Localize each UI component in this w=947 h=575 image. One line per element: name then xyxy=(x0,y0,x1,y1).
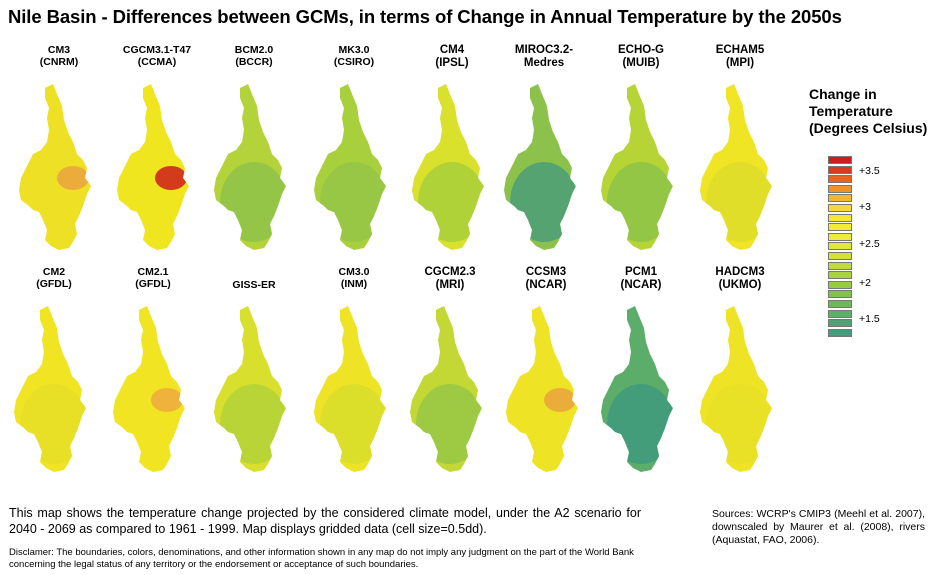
model-label: CM2.1 (GFDL) xyxy=(135,266,171,290)
legend-swatch xyxy=(828,261,852,270)
warm-anomaly xyxy=(57,166,89,190)
legend-swatch xyxy=(828,271,852,280)
legend-tick-label: +2 xyxy=(859,277,871,289)
warm-anomaly xyxy=(155,166,187,190)
cool-anomaly xyxy=(510,162,576,242)
disclaimer: Disclamer: The boundaries, colors, denom… xyxy=(9,547,634,570)
legend-swatch xyxy=(828,184,852,193)
legend-swatch xyxy=(828,242,852,251)
model-label: MIROC3.2- Medres xyxy=(514,44,574,69)
model-label: CM3.0 (INM) xyxy=(338,266,370,290)
cool-anomaly xyxy=(320,384,386,464)
legend-swatch xyxy=(828,319,852,328)
legend-tick-label: +1.5 xyxy=(859,313,880,325)
nile-basin-map xyxy=(601,306,673,472)
nile-basin-map xyxy=(117,84,189,250)
nile-basin-map xyxy=(504,84,576,250)
model-label: BCM2.0 (BCCR) xyxy=(234,44,274,68)
model-label: CM4 (IPSL) xyxy=(435,44,469,69)
legend-swatch xyxy=(828,156,852,164)
legend-title: Change in Temperature (Degrees Celsius) xyxy=(809,86,928,136)
cool-anomaly xyxy=(20,384,86,464)
warm-anomaly xyxy=(544,388,576,412)
model-panel: ECHAM5 (MPI) xyxy=(688,44,792,269)
model-label: ECHO-G (MUIB) xyxy=(618,44,664,69)
model-label: CCSM3 (NCAR) xyxy=(525,266,567,291)
cool-anomaly xyxy=(220,384,286,464)
map-description: This map shows the temperature change pr… xyxy=(9,506,641,536)
model-label: PCM1 (NCAR) xyxy=(620,266,662,291)
model-panel: CGCM3.1-T47 (CCMA) xyxy=(105,44,209,269)
legend-tick-label: +3 xyxy=(859,201,871,213)
nile-basin-map xyxy=(601,84,673,250)
nile-basin-map xyxy=(412,84,484,250)
model-panel: CM3.0 (INM) xyxy=(302,266,406,491)
model-panel: GISS-ER xyxy=(202,266,306,491)
cool-anomaly xyxy=(607,384,673,464)
sources: Sources: WCRP's CMIP3 (Meehl et al. 2007… xyxy=(712,508,925,546)
legend-swatch xyxy=(828,175,852,184)
cool-anomaly xyxy=(418,162,484,242)
basin-shape xyxy=(117,84,189,250)
nile-basin-map xyxy=(113,306,185,472)
nile-basin-map xyxy=(410,306,482,472)
model-panel: CCSM3 (NCAR) xyxy=(494,266,598,491)
basin-shape xyxy=(506,306,578,472)
nile-basin-map xyxy=(14,306,86,472)
nile-basin-map xyxy=(700,84,772,250)
cool-anomaly xyxy=(416,384,482,464)
model-panel: ECHO-G (MUIB) xyxy=(589,44,693,269)
model-panel: CM3 (CNRM) xyxy=(7,44,111,269)
legend-swatch xyxy=(828,165,852,174)
model-panel: MIROC3.2- Medres xyxy=(492,44,596,269)
model-panel: CGCM2.3 (MRI) xyxy=(398,266,502,491)
model-panel: HADCM3 (UKMO) xyxy=(688,266,792,491)
cool-anomaly xyxy=(220,162,286,242)
model-panel: PCM1 (NCAR) xyxy=(589,266,693,491)
cool-anomaly xyxy=(706,384,772,464)
cool-anomaly xyxy=(706,162,772,242)
model-label: CGCM2.3 (MRI) xyxy=(424,266,476,291)
legend-swatch xyxy=(828,252,852,260)
model-label: HADCM3 (UKMO) xyxy=(715,266,765,291)
model-panel: BCM2.0 (BCCR) xyxy=(202,44,306,269)
nile-basin-map xyxy=(506,306,578,472)
nile-basin-map xyxy=(700,306,772,472)
model-label: CM3 (CNRM) xyxy=(39,44,79,68)
legend-swatch xyxy=(828,290,852,299)
legend-swatch xyxy=(828,232,852,241)
nile-basin-map xyxy=(314,84,386,250)
model-label: CGCM3.1-T47 (CCMA) xyxy=(122,44,192,68)
model-panel: CM2.1 (GFDL) xyxy=(101,266,205,491)
legend-swatch xyxy=(828,194,852,203)
legend-swatch xyxy=(828,280,852,289)
model-label: GISS-ER xyxy=(232,279,276,291)
legend-swatch xyxy=(828,223,852,232)
legend-tick-label: +2.5 xyxy=(859,238,880,250)
legend-swatch xyxy=(828,204,852,212)
model-label: ECHAM5 (MPI) xyxy=(715,44,765,69)
legend-tick-label: +3.5 xyxy=(859,165,880,177)
cool-anomaly xyxy=(607,162,673,242)
nile-basin-map xyxy=(214,84,286,250)
legend-swatch xyxy=(828,328,852,337)
cool-anomaly xyxy=(320,162,386,242)
legend-swatch xyxy=(828,213,852,222)
model-panel: CM4 (IPSL) xyxy=(400,44,504,269)
model-label: CM2 (GFDL) xyxy=(36,266,72,290)
basin-shape xyxy=(19,84,91,250)
warm-anomaly xyxy=(151,388,183,412)
map-title: Nile Basin - Differences between GCMs, i… xyxy=(8,6,842,27)
legend-swatch xyxy=(828,309,852,318)
legend-swatch xyxy=(828,300,852,308)
basin-shape xyxy=(113,306,185,472)
model-label: MK3.0 (CSIRO) xyxy=(333,44,375,68)
model-panel: CM2 (GFDL) xyxy=(2,266,106,491)
nile-basin-map xyxy=(314,306,386,472)
nile-basin-map xyxy=(19,84,91,250)
model-panel: MK3.0 (CSIRO) xyxy=(302,44,406,269)
nile-basin-map xyxy=(214,306,286,472)
